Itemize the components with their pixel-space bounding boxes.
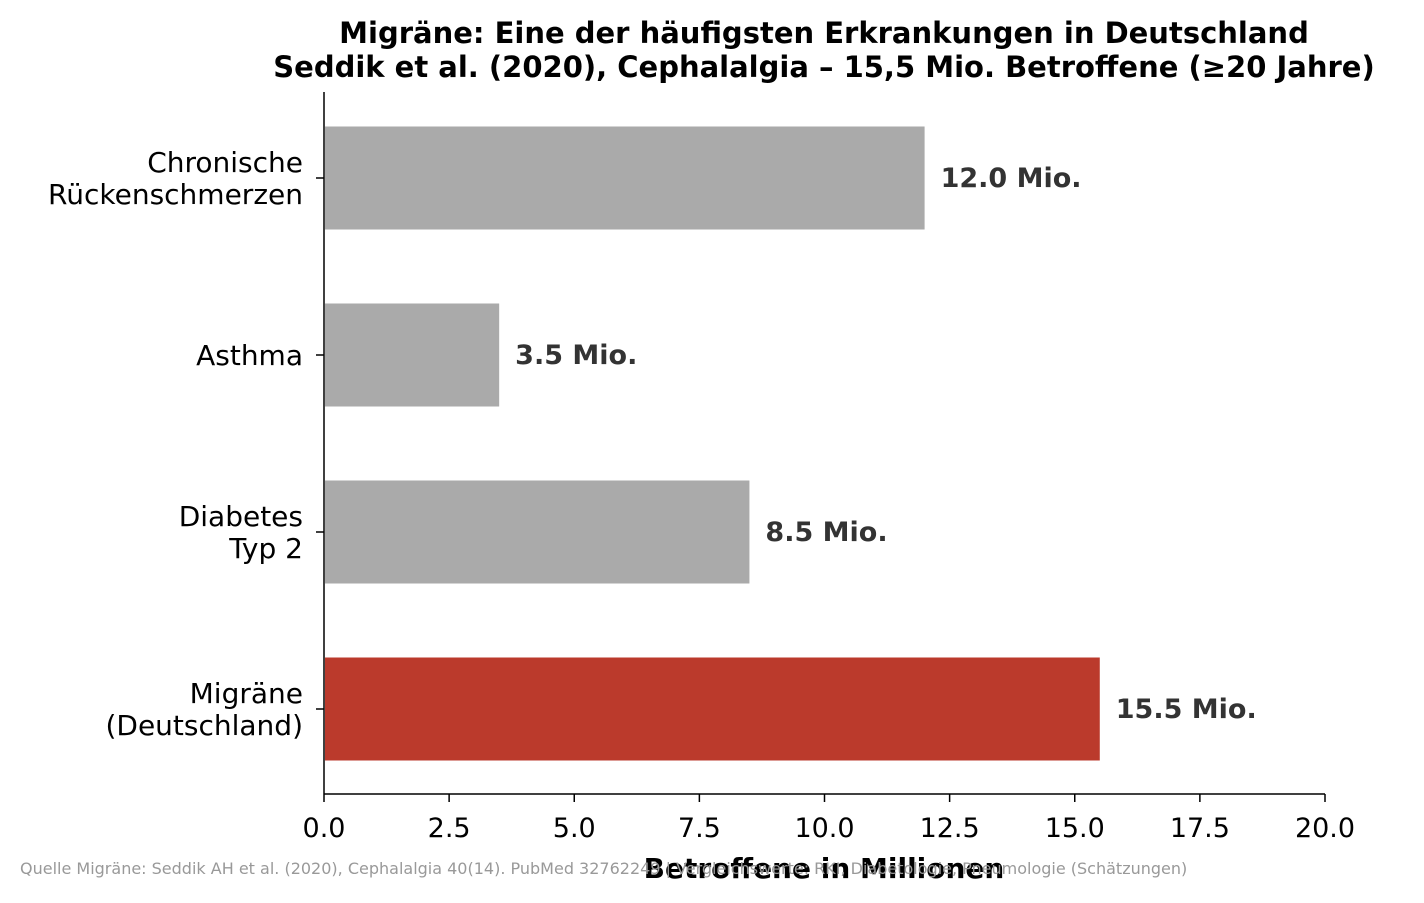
bar	[325, 126, 925, 230]
category-label: Typ 2	[228, 532, 303, 565]
category-label: Migräne	[190, 677, 303, 710]
chart-title-line: Migräne: Eine der häufigsten Erkrankunge…	[339, 16, 1309, 50]
bar-value-label: 15.5 Mio.	[1116, 694, 1257, 725]
x-tick-label: 15.0	[1045, 813, 1105, 844]
x-axis: 0.0 2.5 5.0 7.5 10.0 12.5 15.0 17.5 20.0	[303, 793, 1355, 844]
x-tick-label: 2.5	[428, 813, 471, 844]
x-axis-label: Betroffene in Millionen	[644, 852, 1005, 885]
category-label: Rückenschmerzen	[48, 178, 303, 211]
x-tick-label: 7.5	[678, 813, 721, 844]
bar	[325, 303, 500, 407]
bar-value-label: 3.5 Mio.	[515, 340, 637, 371]
category-label: Chronische	[147, 146, 303, 179]
source-note: Quelle Migräne: Seddik AH et al. (2020),…	[20, 859, 1188, 878]
bar	[325, 480, 750, 584]
y-axis	[316, 92, 325, 794]
bar	[325, 657, 1100, 761]
category-label: Diabetes	[179, 500, 303, 533]
x-tick-label: 0.0	[303, 813, 346, 844]
category-label: Asthma	[196, 339, 303, 372]
x-tick-label: 5.0	[553, 813, 596, 844]
x-tick-label: 10.0	[794, 813, 854, 844]
x-tick-label: 17.5	[1170, 813, 1230, 844]
value-labels: 12.0 Mio. 3.5 Mio. 8.5 Mio. 15.5 Mio.	[515, 163, 1257, 725]
bar-value-label: 12.0 Mio.	[941, 163, 1082, 194]
category-label: (Deutschland)	[105, 709, 303, 742]
x-tick-label: 12.5	[920, 813, 980, 844]
chart-title: Migräne: Eine der häufigsten Erkrankunge…	[273, 16, 1374, 84]
x-tick-label: 20.0	[1295, 813, 1355, 844]
bars-group	[325, 126, 1100, 761]
chart-title-line: Seddik et al. (2020), Cephalalgia – 15,5…	[273, 50, 1374, 84]
bar-value-label: 8.5 Mio.	[765, 517, 887, 548]
